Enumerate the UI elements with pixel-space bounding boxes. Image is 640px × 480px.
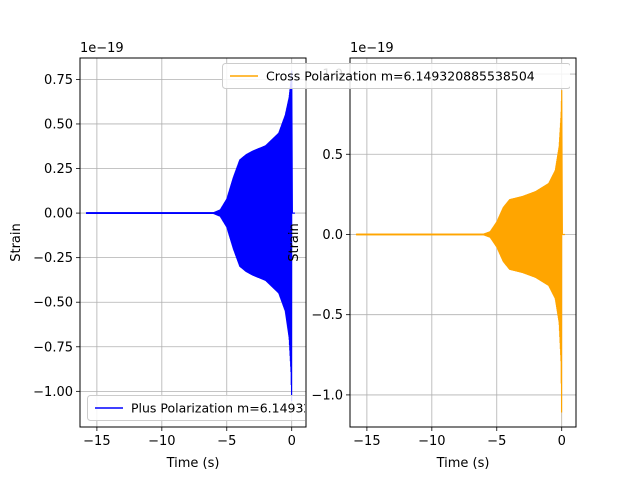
axes-frame	[79, 57, 307, 428]
x-axis-label: Time (s)	[436, 456, 490, 471]
legend-label: Cross Polarization m=6.149320885538504	[266, 69, 535, 84]
x-tick-label: −10	[418, 434, 445, 449]
legend-right: Cross Polarization m=6.149320885538504	[222, 63, 570, 89]
y-offset-text: 1e−19	[80, 41, 124, 56]
y-offset-text: 1e−19	[350, 41, 394, 56]
y-tick-label: 0.75	[44, 73, 73, 88]
chart-panel-left: −15 −10 −5 0 0.75 0.50 0.25 0.00 −0.25 −0.50 −0.75…	[9, 41, 307, 471]
x-tick-label: 0	[288, 434, 296, 449]
x-tick-label: −15	[83, 434, 110, 449]
y-tick-label: −1.00	[33, 385, 73, 400]
y-tick-label: 0.00	[44, 207, 73, 222]
x-tick-label: −5	[487, 434, 506, 449]
legend-left: Plus Polarization m=6.149320885538504	[87, 395, 391, 421]
y-axis-label: Strain	[287, 223, 302, 262]
y-tick-label: 0.50	[44, 117, 73, 132]
x-tick-label: −15	[353, 434, 380, 449]
x-tick-label: −10	[148, 434, 175, 449]
y-tick-label: 0.5	[322, 148, 343, 163]
y-tick-label: 0.25	[44, 162, 73, 177]
y-axis-label: Strain	[9, 223, 24, 262]
legend-box	[222, 63, 570, 89]
legend-label: Plus Polarization m=6.149320885538504	[131, 401, 391, 416]
y-tick-label: −0.75	[33, 340, 73, 355]
y-tick-label: −0.25	[33, 251, 73, 266]
y-tick-label: −1.0	[311, 388, 343, 403]
legend-box	[87, 395, 305, 421]
y-tick-label: −0.5	[311, 308, 343, 323]
x-tick-label: −5	[217, 434, 236, 449]
series-envelope-1	[86, 70, 292, 410]
series-envelope-1	[356, 90, 562, 427]
x-axis-label: Time (s)	[166, 456, 220, 471]
y-tick-label: −0.50	[33, 296, 73, 311]
x-tick-label: 0	[558, 434, 566, 449]
axes-frame	[349, 57, 577, 428]
y-tick-label: 0.0	[322, 228, 343, 243]
